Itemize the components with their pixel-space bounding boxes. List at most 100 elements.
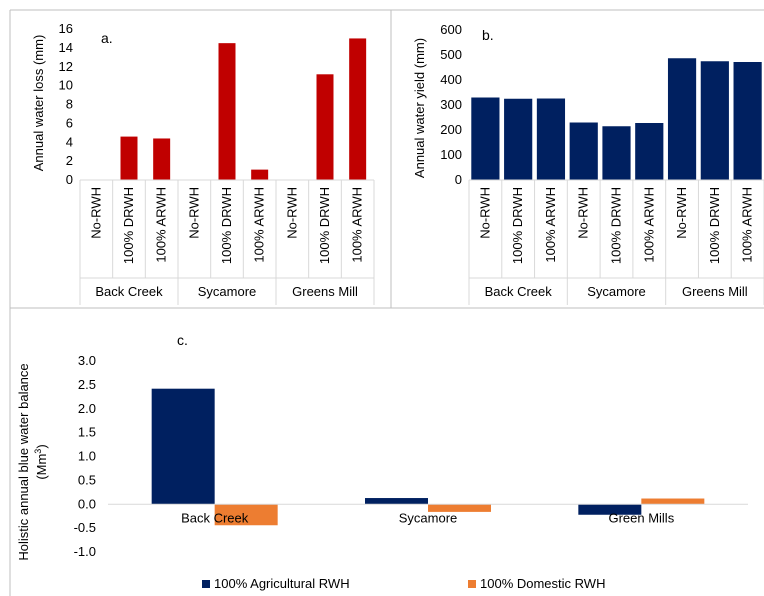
category-label: 100% DRWH xyxy=(510,187,525,264)
panel-b-chart: b. Annual water yield (mm) 0 100 200 300 400… xyxy=(412,22,764,305)
panel-c-y-ticks: -1.0 -0.5 0.0 0.5 1.0 1.5 2.0 2.5 3.0 xyxy=(74,353,96,559)
bar xyxy=(635,123,664,180)
bar xyxy=(733,62,762,180)
panel-c-legend: 100% Agricultural RWH 100% Domestic RWH xyxy=(202,576,605,591)
bar xyxy=(120,136,138,180)
panel-c-ylabel-superscript: 3 xyxy=(33,449,43,454)
panel-a-label: a. xyxy=(101,30,113,46)
panel-c-ylabel-line2: (Mm3) xyxy=(33,444,49,479)
bar xyxy=(365,498,428,505)
y-tick-label: 200 xyxy=(440,122,462,137)
panel-a-y-ticks: 0 2 4 6 8 10 12 14 16 xyxy=(59,21,73,187)
panel-b-group-labels: Back Creek Sycamore Greens Mill xyxy=(485,284,748,299)
y-tick-label: 3.0 xyxy=(78,353,96,368)
panel-a-group-labels: Back Creek Sycamore Greens Mill xyxy=(95,284,358,299)
category-label: Back Creek xyxy=(181,510,249,525)
bar xyxy=(536,98,566,180)
bar xyxy=(578,504,642,515)
category-label: 100% ARWH xyxy=(641,187,656,263)
bar xyxy=(569,122,598,180)
y-tick-label: 16 xyxy=(59,21,73,36)
legend-label: 100% Domestic RWH xyxy=(480,576,605,591)
y-tick-label: 14 xyxy=(59,40,73,55)
panel-c-bars xyxy=(151,388,705,526)
panel-c-chart: c. Holistic annual blue water balance (M… xyxy=(16,332,748,591)
category-label: Green Mills xyxy=(608,510,674,525)
panel-c-ylabel-line1: Holistic annual blue water balance xyxy=(16,363,31,560)
category-label: No-RWH xyxy=(88,187,103,239)
y-tick-label: 0 xyxy=(66,172,73,187)
category-label: Sycamore xyxy=(399,510,458,525)
y-tick-label: -0.5 xyxy=(74,520,96,535)
y-tick-label: 1.0 xyxy=(78,449,96,464)
panel-c-category-labels: Back Creek Sycamore Green Mills xyxy=(181,510,675,525)
panel-b-y-ticks: 0 100 200 300 400 500 600 xyxy=(440,22,462,187)
panel-a-category-labels: No-RWH 100% DRWH 100% ARWH No-RWH 100% DRWH 1… xyxy=(88,187,364,264)
category-label: No-RWH xyxy=(284,187,299,239)
y-tick-label: 8 xyxy=(66,97,73,112)
y-tick-label: 300 xyxy=(440,97,462,112)
y-tick-label: 500 xyxy=(440,47,462,62)
y-tick-label: -1.0 xyxy=(74,544,96,559)
group-label: Back Creek xyxy=(95,284,163,299)
bar xyxy=(214,504,278,526)
panel-a-ylabel: Annual water loss (mm) xyxy=(31,35,46,172)
y-tick-label: 2.0 xyxy=(78,401,96,416)
y-tick-label: 1.5 xyxy=(78,425,96,440)
bar xyxy=(251,169,269,180)
panel-b-ylabel: Annual water yield (mm) xyxy=(412,38,427,178)
y-tick-label: 0 xyxy=(455,172,462,187)
y-tick-label: 400 xyxy=(440,72,462,87)
category-label: 100% ARWH xyxy=(252,187,267,263)
panel-c-ylabel-unit-close: ) xyxy=(34,444,49,448)
y-tick-label: 2.5 xyxy=(78,377,96,392)
panel-a-bars xyxy=(120,38,367,180)
panel-a-axes xyxy=(79,179,375,305)
group-label: Greens Mill xyxy=(682,284,748,299)
panel-b-category-labels: No-RWH 100% DRWH 100% ARWH No-RWH 100% DRWH 1… xyxy=(477,187,754,264)
bar xyxy=(349,38,367,180)
category-label: 100% DRWH xyxy=(121,187,136,264)
panel-b-label: b. xyxy=(482,27,494,43)
group-label: Sycamore xyxy=(198,284,257,299)
panel-a-chart: a. Annual water loss (mm) 0246810121416 … xyxy=(31,21,375,305)
y-tick-label: 0.5 xyxy=(78,472,96,487)
y-tick-label: 12 xyxy=(59,59,73,74)
y-tick-label: 10 xyxy=(59,78,73,93)
bar xyxy=(700,61,729,180)
y-tick-label: 0.0 xyxy=(78,496,96,511)
y-tick-label: 600 xyxy=(440,22,462,37)
legend-swatch xyxy=(468,580,476,588)
category-label: 100% ARWH xyxy=(350,187,365,263)
category-label: 100% ARWH xyxy=(740,187,755,263)
bar xyxy=(151,388,215,505)
bar xyxy=(218,43,236,180)
category-label: 100% DRWH xyxy=(707,187,722,264)
legend-label: 100% Agricultural RWH xyxy=(214,576,350,591)
bar xyxy=(471,97,500,180)
category-label: 100% DRWH xyxy=(219,187,234,264)
bar xyxy=(602,126,631,180)
y-tick-label: 4 xyxy=(66,134,73,149)
category-label: 100% ARWH xyxy=(543,187,558,263)
y-tick-label: 6 xyxy=(66,115,73,130)
panel-c-label: c. xyxy=(177,332,188,348)
bar xyxy=(316,74,334,180)
panel-b-bars xyxy=(471,58,762,180)
group-label: Greens Mill xyxy=(292,284,358,299)
category-label: No-RWH xyxy=(674,187,689,239)
category-label: No-RWH xyxy=(576,187,591,239)
y-tick-label: 2 xyxy=(66,153,73,168)
category-label: 100% DRWH xyxy=(317,187,332,264)
legend-swatch xyxy=(202,580,210,588)
panel-frames xyxy=(9,9,764,596)
group-label: Back Creek xyxy=(485,284,553,299)
bar xyxy=(641,498,705,505)
group-label: Sycamore xyxy=(587,284,646,299)
category-label: 100% ARWH xyxy=(154,187,169,263)
bar xyxy=(428,504,491,512)
bar xyxy=(504,98,533,180)
y-tick-label: 100 xyxy=(440,147,462,162)
bar xyxy=(153,138,171,180)
